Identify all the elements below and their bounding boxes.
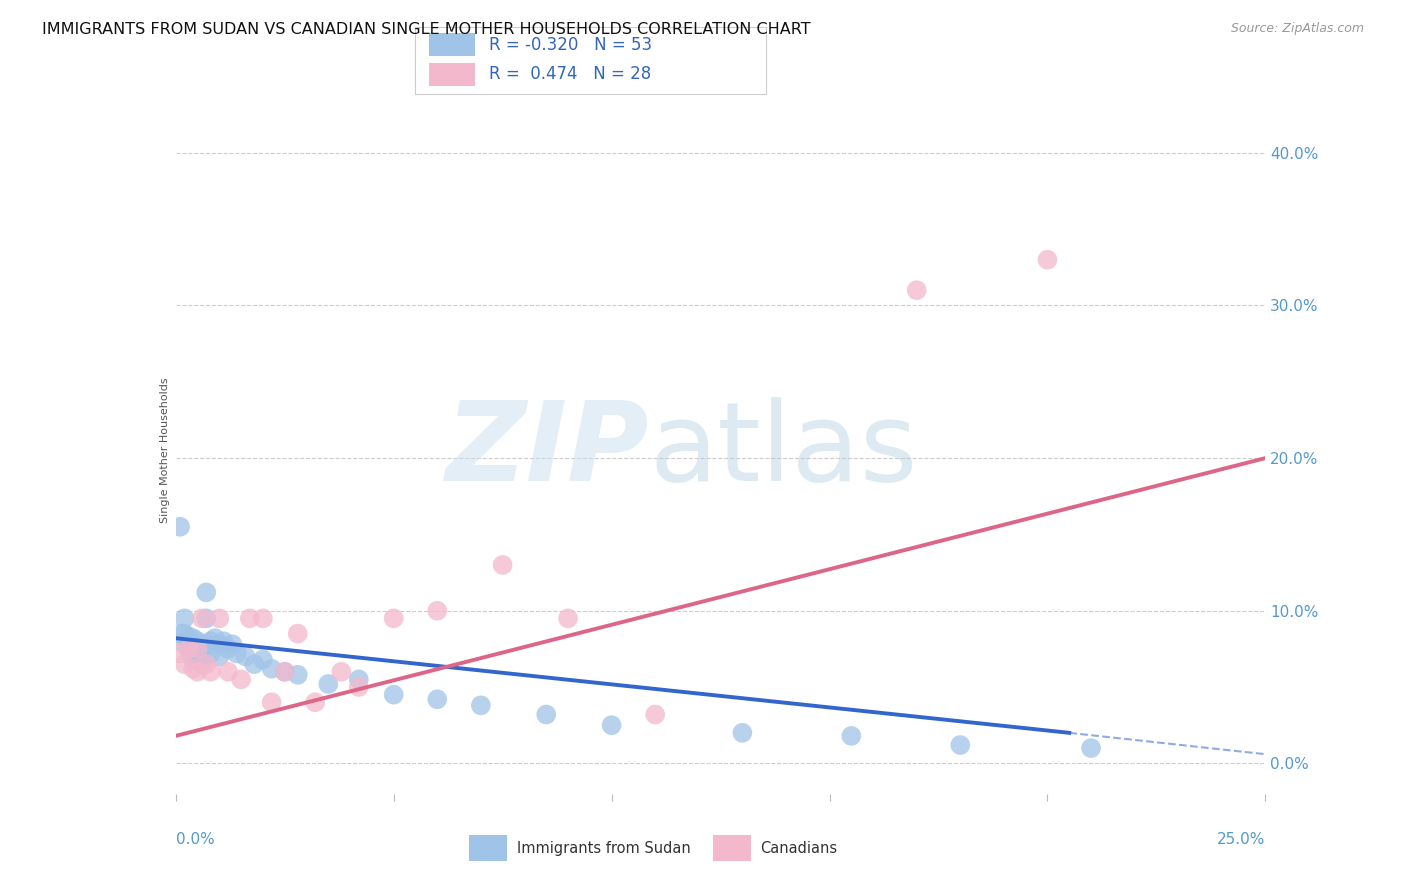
Point bbox=[204, 631, 226, 645]
Point bbox=[181, 645, 204, 659]
Point bbox=[191, 652, 214, 666]
Point bbox=[212, 634, 235, 648]
Point bbox=[169, 626, 191, 640]
Point bbox=[181, 641, 204, 656]
Point bbox=[195, 585, 218, 599]
Point bbox=[347, 680, 370, 694]
Bar bbox=[713, 835, 751, 862]
Text: atlas: atlas bbox=[650, 397, 918, 504]
Point bbox=[225, 647, 247, 661]
Point bbox=[426, 692, 449, 706]
Text: ZIP: ZIP bbox=[446, 397, 650, 504]
Point bbox=[221, 637, 243, 651]
Point bbox=[382, 611, 405, 625]
Text: IMMIGRANTS FROM SUDAN VS CANADIAN SINGLE MOTHER HOUSEHOLDS CORRELATION CHART: IMMIGRANTS FROM SUDAN VS CANADIAN SINGLE… bbox=[42, 22, 811, 37]
Bar bbox=[429, 62, 475, 86]
Point bbox=[200, 634, 222, 648]
Point bbox=[1036, 252, 1059, 267]
Point bbox=[186, 647, 209, 661]
Y-axis label: Single Mother Households: Single Mother Households bbox=[160, 377, 170, 524]
Point bbox=[191, 657, 214, 672]
Point bbox=[208, 611, 231, 625]
Point bbox=[195, 657, 218, 672]
Bar bbox=[429, 34, 475, 56]
Point bbox=[181, 662, 204, 676]
Point bbox=[287, 626, 309, 640]
Text: Source: ZipAtlas.com: Source: ZipAtlas.com bbox=[1230, 22, 1364, 36]
Text: R = -0.320   N = 53: R = -0.320 N = 53 bbox=[489, 36, 652, 54]
Point bbox=[191, 641, 214, 656]
Point bbox=[181, 631, 204, 645]
Point bbox=[173, 657, 195, 672]
Point bbox=[208, 649, 231, 664]
Point bbox=[470, 698, 492, 713]
Bar bbox=[468, 835, 508, 862]
Point bbox=[382, 688, 405, 702]
Point bbox=[644, 707, 666, 722]
Point bbox=[186, 649, 209, 664]
Point bbox=[949, 738, 972, 752]
Text: R =  0.474   N = 28: R = 0.474 N = 28 bbox=[489, 65, 651, 83]
Point bbox=[177, 630, 200, 644]
Point bbox=[169, 520, 191, 534]
Point bbox=[186, 641, 209, 656]
Point bbox=[260, 662, 283, 676]
Point bbox=[208, 637, 231, 651]
Point bbox=[177, 634, 200, 648]
Point bbox=[173, 637, 195, 651]
Point bbox=[186, 641, 209, 656]
Point bbox=[173, 626, 195, 640]
Point bbox=[235, 649, 257, 664]
Point bbox=[287, 668, 309, 682]
Point bbox=[181, 649, 204, 664]
Point bbox=[841, 729, 863, 743]
Point bbox=[195, 611, 218, 625]
Point bbox=[181, 652, 204, 666]
Text: 25.0%: 25.0% bbox=[1218, 831, 1265, 847]
Point bbox=[260, 695, 283, 709]
Text: 0.0%: 0.0% bbox=[176, 831, 215, 847]
Point bbox=[534, 707, 557, 722]
Point bbox=[600, 718, 623, 732]
Point bbox=[217, 641, 239, 656]
Point bbox=[239, 611, 262, 625]
Point bbox=[1080, 741, 1102, 756]
Point bbox=[252, 652, 274, 666]
Text: Canadians: Canadians bbox=[761, 841, 838, 855]
Point bbox=[274, 665, 297, 679]
Point bbox=[191, 611, 214, 625]
Point bbox=[318, 677, 340, 691]
Point bbox=[347, 673, 370, 687]
Point bbox=[217, 665, 239, 679]
Point bbox=[200, 665, 222, 679]
Point bbox=[186, 652, 209, 666]
Point bbox=[191, 647, 214, 661]
Point bbox=[426, 604, 449, 618]
Point bbox=[304, 695, 326, 709]
Point bbox=[231, 673, 253, 687]
Point bbox=[186, 665, 209, 679]
Point bbox=[557, 611, 579, 625]
Point bbox=[492, 558, 515, 572]
Point bbox=[195, 637, 218, 651]
Point bbox=[200, 647, 222, 661]
Point bbox=[177, 637, 200, 651]
Point bbox=[186, 634, 209, 648]
Point bbox=[177, 641, 200, 656]
Point bbox=[731, 726, 754, 740]
Point bbox=[252, 611, 274, 625]
Point bbox=[186, 639, 209, 653]
Point bbox=[274, 665, 297, 679]
Point bbox=[243, 657, 266, 672]
Point bbox=[177, 641, 200, 656]
Point bbox=[173, 611, 195, 625]
Point bbox=[169, 647, 191, 661]
Point bbox=[905, 283, 928, 297]
Text: Immigrants from Sudan: Immigrants from Sudan bbox=[516, 841, 690, 855]
Point bbox=[330, 665, 353, 679]
